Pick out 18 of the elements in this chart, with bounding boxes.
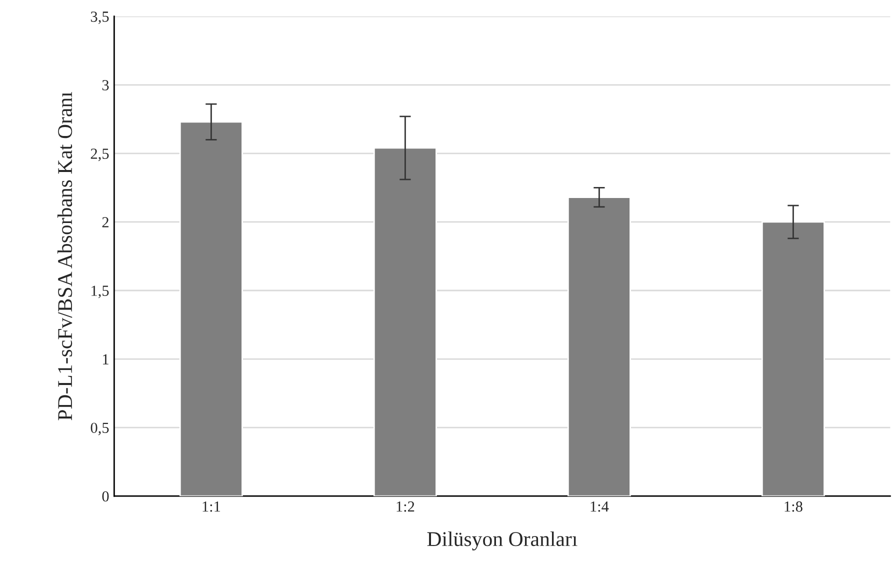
bar xyxy=(373,147,437,496)
y-tick-label: 2 xyxy=(102,217,108,228)
bar xyxy=(761,221,825,496)
y-tick-label: 1 xyxy=(103,354,108,364)
y-tick-label: 3 xyxy=(102,80,109,90)
y-tick-label: 0,5 xyxy=(90,422,109,436)
x-tick-label: 1:1 xyxy=(202,501,220,512)
y-tick-label: 1,5 xyxy=(92,286,109,298)
x-tick-label: 1:8 xyxy=(784,501,802,512)
x-tick-label: 1:4 xyxy=(590,501,609,512)
y-tick-label: 0 xyxy=(102,491,109,502)
y-tick-label: 3,5 xyxy=(90,12,109,24)
bar xyxy=(567,196,631,496)
y-axis-title: PD-L1-scFv/BSA Absorbans Kat Oranı xyxy=(57,92,72,420)
x-tick-label: 1:2 xyxy=(396,501,414,512)
x-axis-title: Dilüsyon Oranları xyxy=(427,531,578,550)
bar xyxy=(179,121,243,496)
y-tick-label: 2,5 xyxy=(90,148,109,162)
